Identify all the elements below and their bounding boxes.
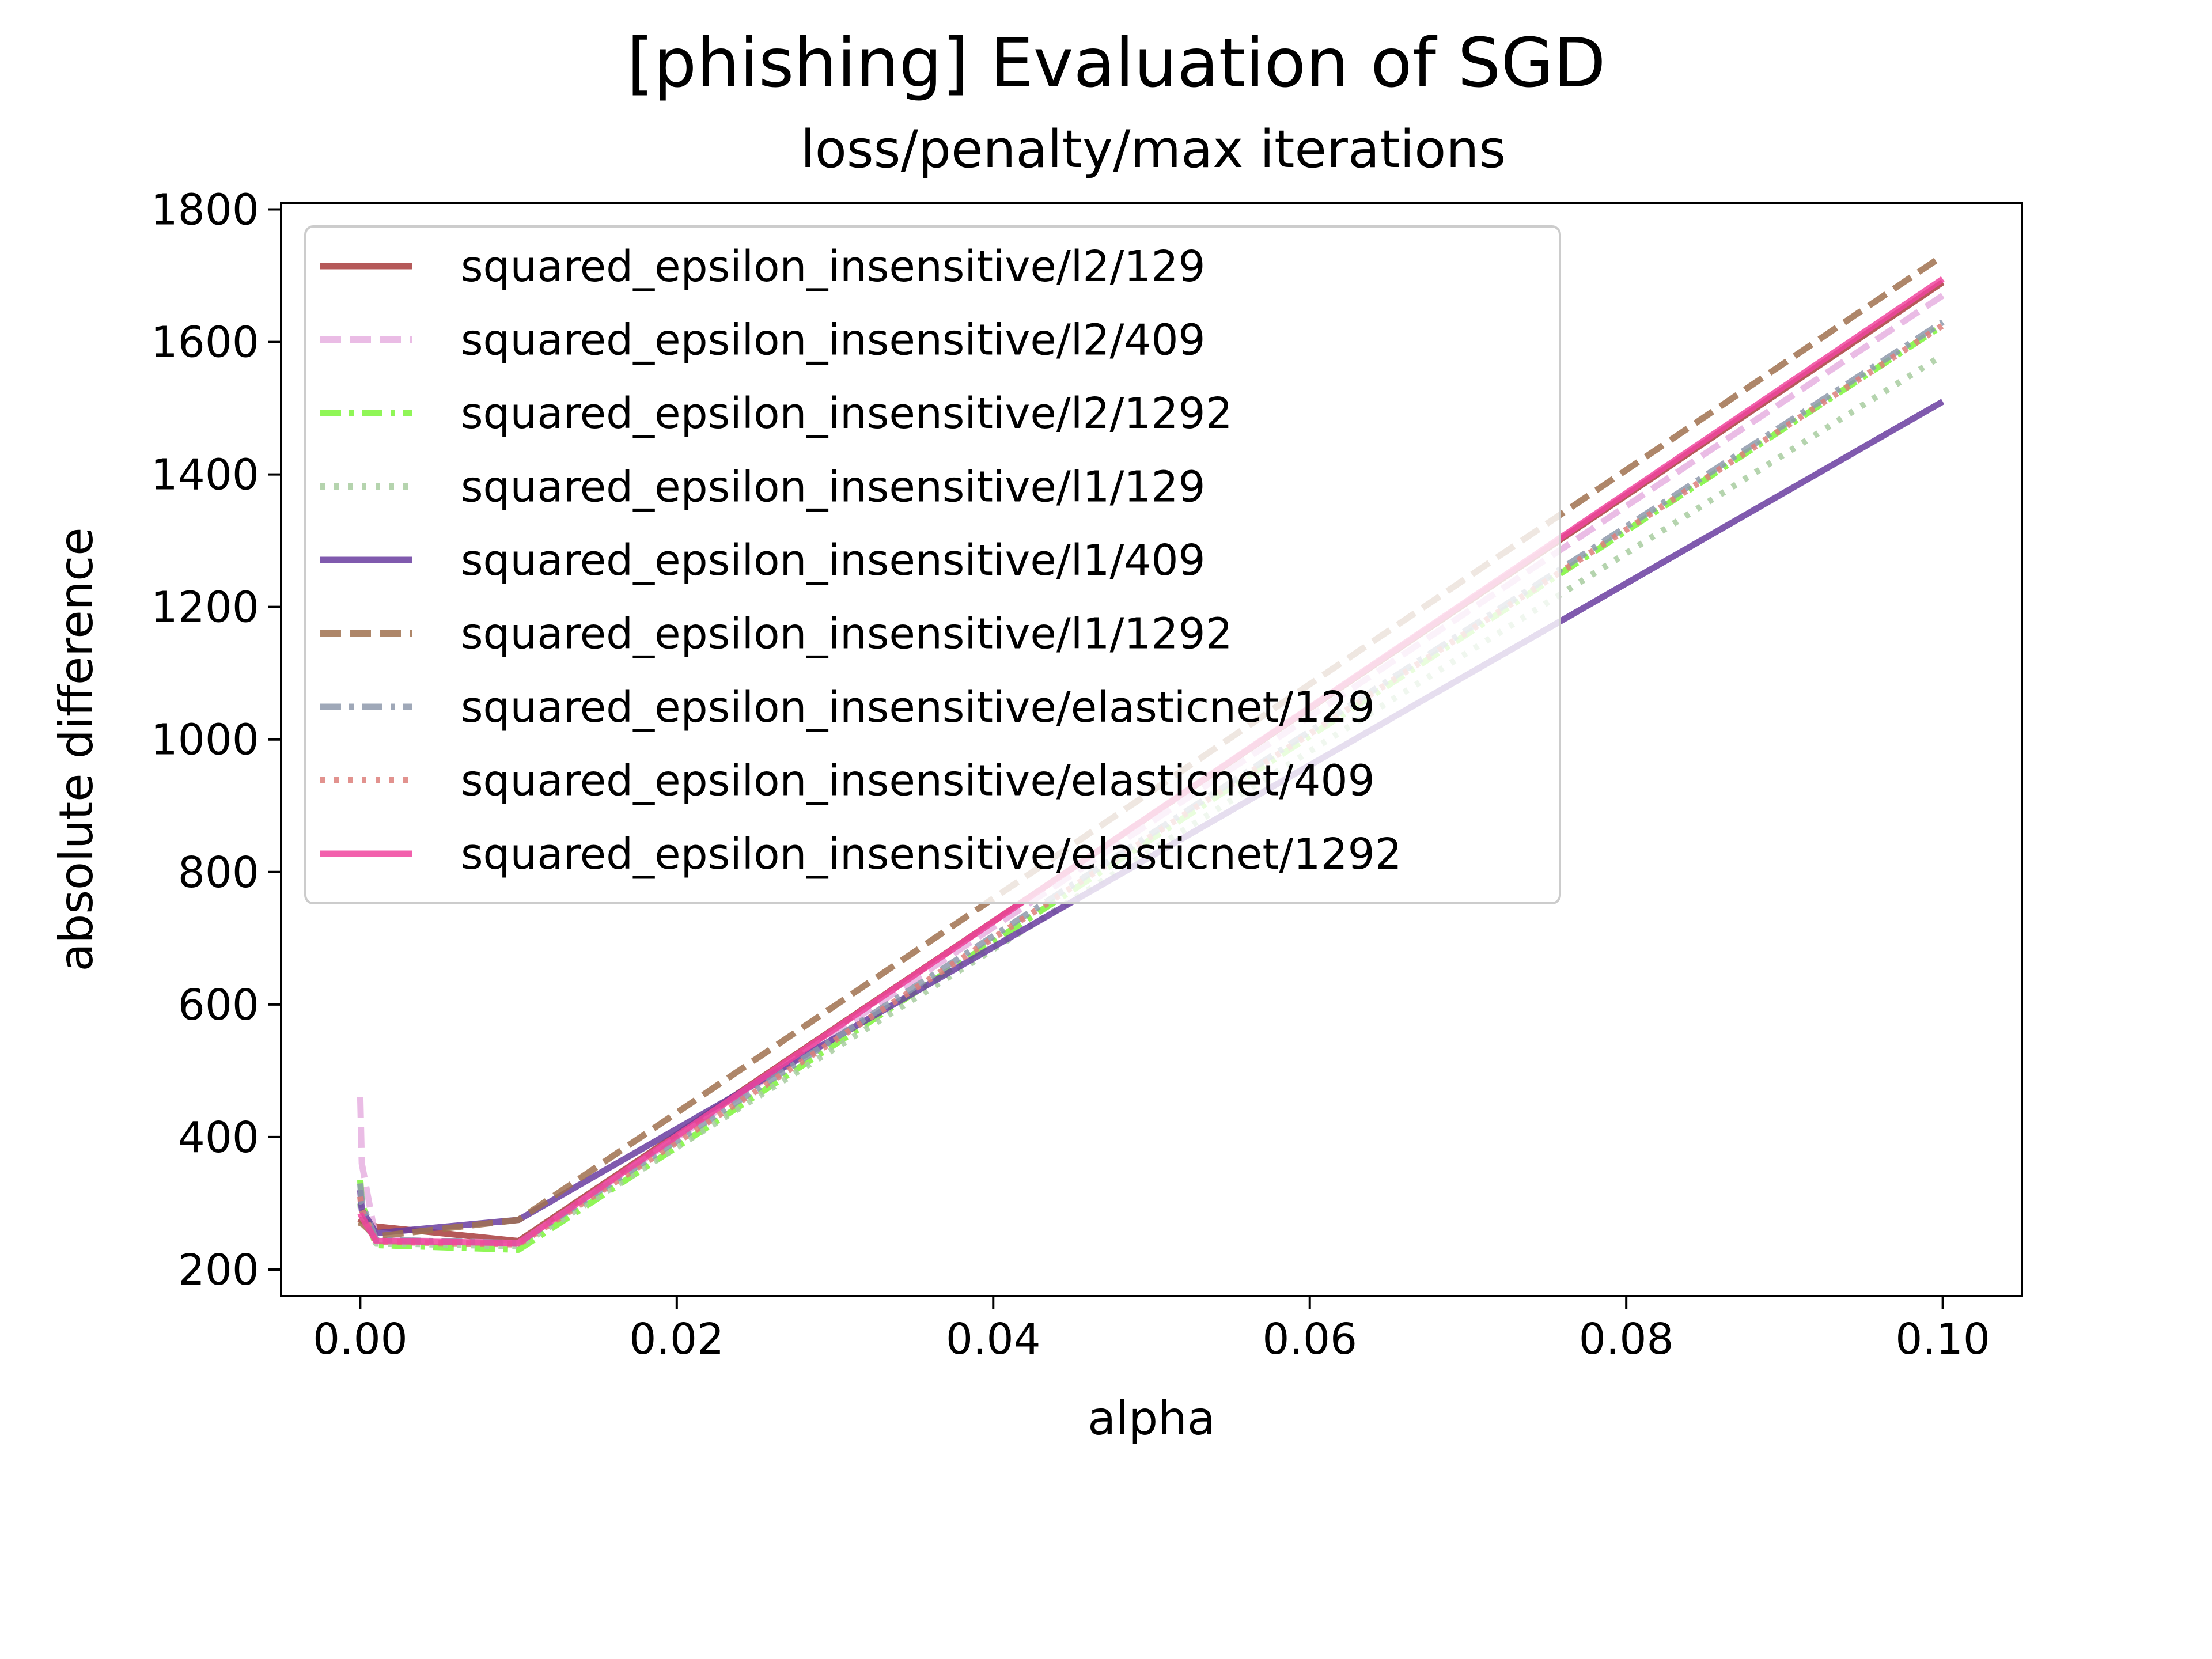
y-tick-label: 1800 — [151, 185, 259, 235]
y-tick-label: 400 — [178, 1113, 259, 1162]
x-tick-label: 0.04 — [946, 1315, 1041, 1364]
legend: squared_epsilon_insensitive/l2/129square… — [304, 225, 1561, 904]
y-tick-label: 1000 — [151, 715, 259, 765]
series-line-9 — [357, 276, 1945, 1247]
chart-title: [phishing] Evaluation of SGD — [627, 23, 1605, 103]
y-axis: 200 400 600 800 1000 1200 1400 1600 1800 — [151, 185, 281, 1295]
y-tick-label: 800 — [178, 848, 259, 897]
legend-label-5: squared_epsilon_insensitive/l1/409 — [461, 536, 1206, 585]
x-axis: 0.00 0.02 0.04 0.06 0.08 0.10 — [313, 1296, 1990, 1364]
legend-label-8: squared_epsilon_insensitive/elasticnet/4… — [461, 756, 1375, 806]
y-tick-label: 1200 — [151, 583, 259, 632]
y-tick-label: 1600 — [151, 318, 259, 368]
legend-box — [304, 225, 1561, 904]
legend-label-1: squared_epsilon_insensitive/l2/129 — [461, 242, 1206, 291]
y-tick-label: 1400 — [151, 450, 259, 500]
plot-lines — [357, 253, 1945, 1253]
x-axis-label: alpha — [1088, 1392, 1215, 1445]
x-tick-label: 0.08 — [1579, 1315, 1674, 1364]
legend-label-4: squared_epsilon_insensitive/l1/129 — [461, 463, 1206, 512]
x-tick-label: 0.02 — [629, 1315, 724, 1364]
legend-label-3: squared_epsilon_insensitive/l2/1292 — [461, 389, 1233, 438]
y-tick-label: 600 — [178, 980, 259, 1030]
legend-label-9: squared_epsilon_insensitive/elasticnet/1… — [461, 830, 1402, 879]
x-tick-label: 0.00 — [313, 1315, 408, 1364]
plot-frame — [280, 202, 2023, 1297]
x-tick-label: 0.06 — [1262, 1315, 1357, 1364]
legend-label-6: squared_epsilon_insensitive/l1/1292 — [461, 609, 1233, 659]
chart-subtitle: loss/penalty/max iterations — [801, 119, 1506, 180]
y-tick-label: 200 — [178, 1245, 259, 1295]
x-tick-label: 0.10 — [1895, 1315, 1990, 1364]
legend-label-2: squared_epsilon_insensitive/l2/409 — [461, 316, 1206, 365]
series-line-2 — [357, 293, 1945, 1247]
y-axis-label: absolute difference — [50, 528, 103, 972]
series-line-6 — [357, 253, 1945, 1240]
legend-label-7: squared_epsilon_insensitive/elasticnet/1… — [461, 683, 1375, 732]
